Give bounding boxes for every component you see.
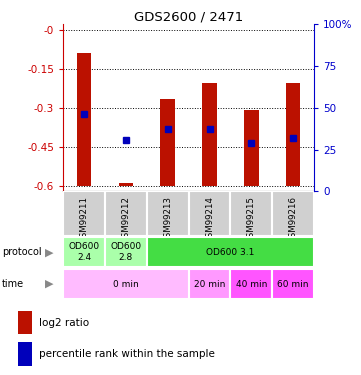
Bar: [147, 191, 188, 236]
Bar: [230, 269, 272, 299]
Bar: [147, 237, 314, 267]
Bar: [18, 310, 32, 334]
Bar: [188, 191, 230, 236]
Title: GDS2600 / 2471: GDS2600 / 2471: [134, 10, 243, 23]
Text: GSM99213: GSM99213: [163, 196, 172, 243]
Text: ▶: ▶: [44, 247, 53, 257]
Text: percentile rank within the sample: percentile rank within the sample: [39, 350, 215, 359]
Text: OD600 3.1: OD600 3.1: [206, 248, 255, 256]
Bar: [244, 110, 259, 186]
Text: 40 min: 40 min: [236, 280, 267, 289]
Text: GSM99215: GSM99215: [247, 196, 256, 243]
Text: GSM99211: GSM99211: [79, 196, 88, 243]
Bar: [63, 269, 188, 299]
Bar: [105, 191, 147, 236]
Bar: [230, 191, 272, 236]
Text: GSM99216: GSM99216: [289, 196, 298, 243]
Bar: [160, 99, 175, 186]
Text: ▶: ▶: [44, 279, 53, 289]
Bar: [63, 237, 105, 267]
Text: time: time: [2, 279, 24, 289]
Text: log2 ratio: log2 ratio: [39, 318, 90, 328]
Text: protocol: protocol: [2, 247, 42, 257]
Text: GSM99212: GSM99212: [121, 196, 130, 243]
Bar: [63, 191, 105, 236]
Text: GSM99214: GSM99214: [205, 196, 214, 243]
Bar: [18, 342, 32, 366]
Bar: [188, 269, 230, 299]
Bar: [272, 269, 314, 299]
Bar: [118, 183, 133, 186]
Bar: [286, 83, 300, 186]
Text: OD600
2.4: OD600 2.4: [69, 243, 100, 262]
Text: OD600
2.8: OD600 2.8: [110, 243, 142, 262]
Bar: [105, 237, 147, 267]
Text: 60 min: 60 min: [277, 280, 309, 289]
Bar: [272, 191, 314, 236]
Bar: [77, 53, 91, 186]
Bar: [202, 83, 217, 186]
Text: 0 min: 0 min: [113, 280, 139, 289]
Text: 20 min: 20 min: [194, 280, 225, 289]
